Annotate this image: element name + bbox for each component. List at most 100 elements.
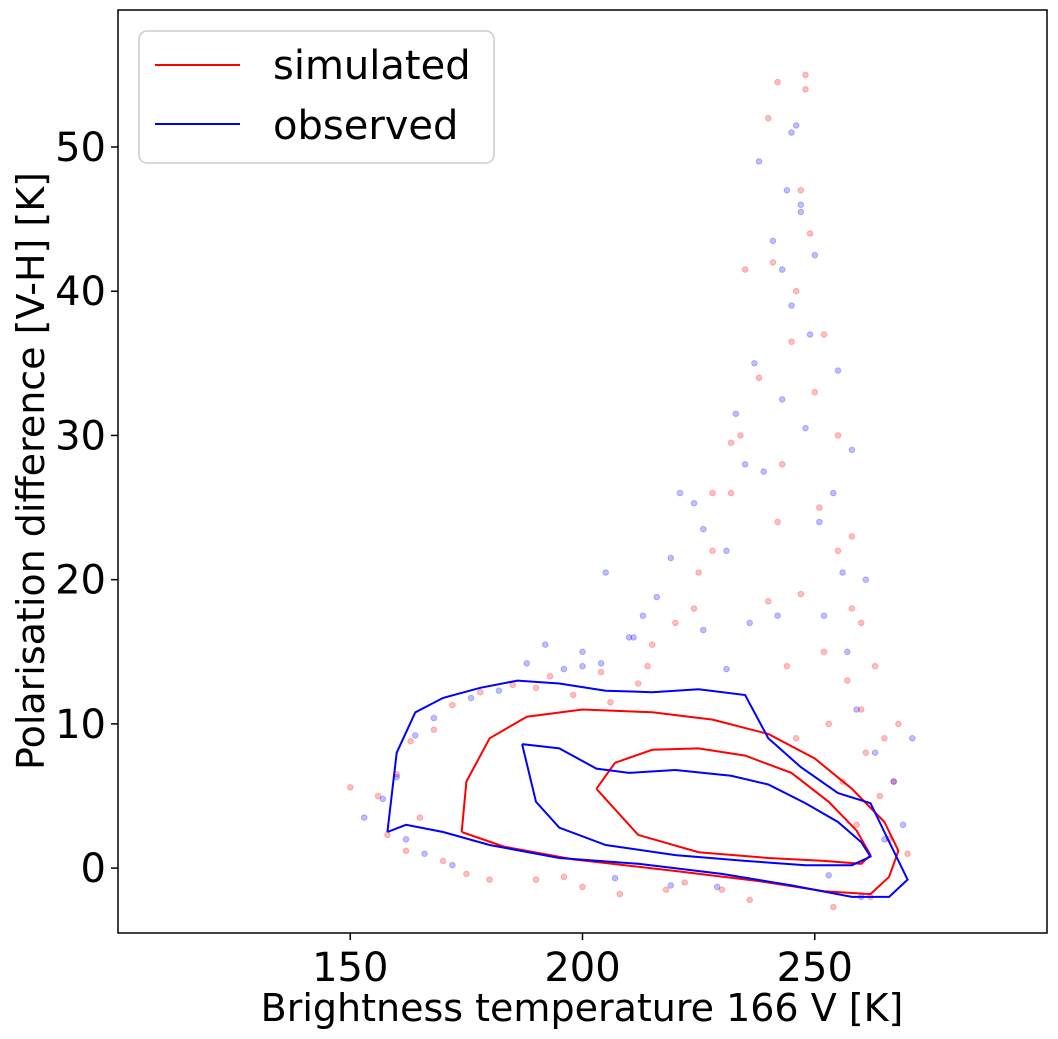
observed-point (579, 648, 586, 656)
observed-point (774, 612, 781, 620)
y-tick-label: 0 (81, 846, 106, 892)
observed-point (806, 331, 814, 338)
simulated-point (546, 673, 554, 680)
scatter-points-layer (347, 71, 916, 911)
simulated-point (769, 259, 777, 266)
observed-point (653, 593, 661, 601)
simulated-point (820, 331, 828, 338)
simulated-point (881, 735, 888, 742)
simulated-point (449, 701, 456, 709)
simulated-point (774, 518, 781, 526)
simulated-point (816, 504, 823, 511)
simulated-point (662, 886, 670, 894)
observed-point (909, 735, 916, 742)
simulated-point (430, 726, 438, 734)
observed-point (379, 795, 387, 803)
observed-point (723, 665, 730, 673)
y-tick-label: 50 (55, 125, 106, 171)
simulated-point (486, 876, 493, 883)
simulated-point (463, 870, 470, 878)
observed-point (713, 883, 721, 891)
simulated-point (895, 720, 902, 728)
observed-point (421, 850, 428, 858)
observed-point (402, 836, 410, 843)
observed-point (523, 660, 531, 667)
observed-point (899, 821, 907, 829)
legend-label-observed: observed (273, 103, 458, 149)
simulated-contour-line (460, 708, 900, 896)
simulated-point (634, 680, 642, 687)
observed-point (560, 665, 568, 673)
observed-point (625, 634, 633, 641)
observed-point (412, 732, 419, 739)
observed-point (542, 641, 549, 648)
simulated-point (607, 699, 614, 706)
simulated-point (904, 850, 911, 858)
simulated-point (811, 388, 819, 396)
observed-point (825, 872, 833, 879)
simulated-point (737, 432, 744, 439)
observed-point (816, 518, 823, 526)
observed-point (579, 662, 586, 670)
simulated-point (797, 590, 805, 598)
observed-point (853, 706, 860, 713)
simulated-point (792, 287, 800, 295)
legend-label-simulated: simulated (273, 43, 471, 89)
simulated-point (783, 662, 791, 670)
simulated-point (709, 547, 716, 555)
observed-point (667, 882, 675, 889)
simulated-point (830, 903, 837, 911)
observed-point (495, 687, 503, 695)
observed-point (769, 237, 777, 245)
y-tick-label: 30 (55, 413, 106, 459)
observed-contour-line (521, 743, 872, 867)
x-tick-label: 150 (312, 945, 388, 991)
simulated-point (806, 230, 814, 237)
observed-point (890, 778, 898, 785)
observed-point (788, 302, 795, 309)
observed-point (690, 499, 698, 507)
observed-point (797, 208, 805, 216)
observed-point (778, 266, 786, 273)
simulated-point (844, 677, 851, 684)
simulated-point (797, 187, 805, 194)
observed-point (755, 158, 763, 165)
x-tick-label: 200 (544, 945, 620, 991)
observed-point (788, 129, 795, 136)
observed-point (820, 612, 828, 620)
observed-point (700, 626, 707, 634)
simulated-point (579, 883, 586, 891)
simulated-point (741, 266, 749, 273)
simulated-point (681, 879, 689, 886)
simulated-point (416, 814, 424, 821)
simulated-point (834, 547, 842, 555)
observed-point (467, 694, 475, 702)
simulated-point (672, 619, 679, 627)
simulated-point (862, 749, 870, 757)
simulated-point (774, 78, 781, 86)
simulated-point (374, 792, 382, 800)
simulated-point (727, 489, 735, 497)
observed-point (844, 648, 851, 656)
simulated-point (644, 662, 651, 670)
observed-point (449, 861, 456, 869)
y-tick-label: 10 (55, 702, 106, 748)
simulated-point (871, 662, 879, 670)
observed-point (723, 547, 730, 555)
simulated-point (788, 338, 795, 346)
simulated-point (820, 648, 828, 656)
simulated-point (857, 619, 865, 627)
simulated-point (890, 778, 898, 785)
simulated-point (746, 896, 754, 904)
observed-point (760, 468, 768, 475)
simulated-point (477, 688, 484, 696)
simulated-point (778, 461, 786, 468)
contour-lines-layer (386, 679, 909, 898)
y-axis-label: Polarisation difference [V-H] [K] (9, 172, 53, 770)
observed-point (700, 525, 707, 533)
x-axis-label: Brightness temperature 166 V [K] (261, 986, 904, 1030)
observed-point (360, 814, 368, 821)
observed-point (802, 424, 809, 432)
simulated-point (532, 876, 540, 883)
